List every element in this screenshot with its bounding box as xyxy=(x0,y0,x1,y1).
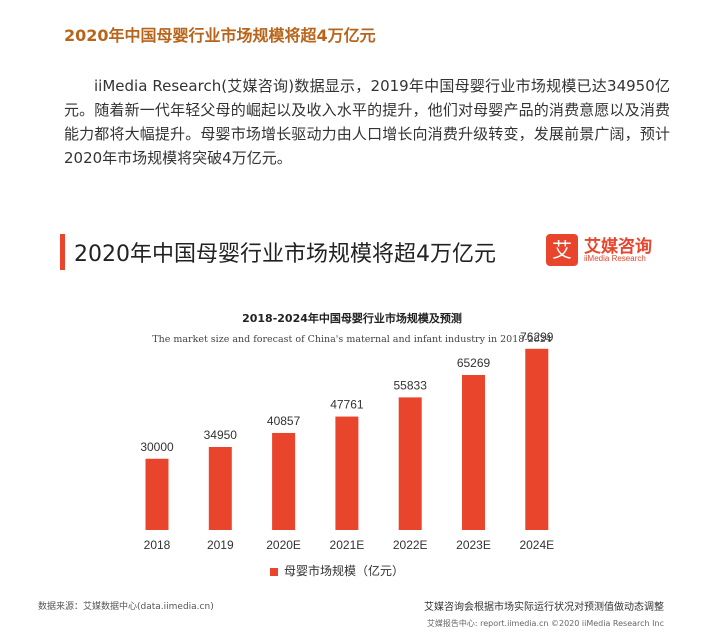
article-body: iiMedia Research(艾媒咨询)数据显示，2019年中国母婴行业市场… xyxy=(64,77,670,167)
article-title: 2020年中国母婴行业市场规模将超4万亿元 xyxy=(64,26,376,45)
bar-chart: 30000 2018 34950 2019 40857 2020E 47761 2021E 55… xyxy=(140,330,554,552)
logo-en-text: iiMedia Research xyxy=(584,254,646,263)
bar-2024E xyxy=(525,348,549,530)
value-label-2020E: 40857 xyxy=(267,414,301,428)
x-tick-2020E: 2020E xyxy=(266,538,301,552)
chart-legend: 母婴市场规模（亿元） xyxy=(270,562,404,579)
value-label-2022E: 55833 xyxy=(394,378,428,392)
chart-subtitle: The market size and forecast of China's … xyxy=(152,334,552,345)
value-label-2023E: 65269 xyxy=(457,356,491,370)
title-accent-bar xyxy=(60,234,65,270)
x-tick-2023E: 2023E xyxy=(456,538,491,552)
logo-cn-text: 艾媒咨询 xyxy=(584,237,652,257)
x-tick-2024E: 2024E xyxy=(519,538,554,552)
x-tick-2018: 2018 xyxy=(144,538,171,552)
report-footer: 艾媒报告中心: report.iimedia.cn ©2020 iiMedia … xyxy=(426,619,664,628)
bar-2020E xyxy=(272,432,296,530)
value-label-2024E: 76299 xyxy=(520,330,554,344)
iimedia-logo: 艾 艾媒咨询 iiMedia Research xyxy=(546,232,666,272)
bar-2021E xyxy=(335,416,359,530)
bar-2022E xyxy=(398,397,422,530)
x-tick-2021E: 2021E xyxy=(330,538,365,552)
bar-2023E xyxy=(462,374,485,530)
chart-card: 2020年中国母婴行业市场规模将超4万亿元 艾 艾媒咨询 iiMedia Res… xyxy=(34,214,670,638)
bar-2019 xyxy=(208,446,232,530)
legend-label: 母婴市场规模（亿元） xyxy=(284,564,405,578)
value-label-2019: 34950 xyxy=(204,428,238,442)
logo-mark-icon: 艾 xyxy=(546,234,578,266)
card-title: 2020年中国母婴行业市场规模将超4万亿元 xyxy=(74,242,496,267)
x-tick-2019: 2019 xyxy=(207,538,234,552)
bar-2018 xyxy=(145,458,169,530)
value-label-2021E: 47761 xyxy=(330,398,364,412)
value-label-2018: 30000 xyxy=(140,440,174,454)
legend-swatch xyxy=(270,567,278,576)
data-source: 数据来源：艾媒数据中心(data.iimedia.cn) xyxy=(38,602,214,612)
chart-title: 2018-2024年中国母婴行业市场规模及预测 xyxy=(242,312,462,325)
x-tick-2022E: 2022E xyxy=(393,538,428,552)
forecast-note: 艾媒咨询会根据市场实际运行状况对预测值做动态调整 xyxy=(424,602,664,613)
